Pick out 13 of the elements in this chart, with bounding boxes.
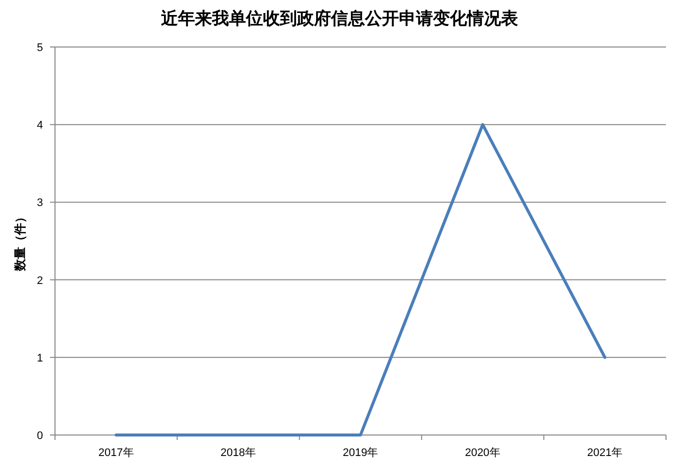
y-tick-label: 3 [36,197,43,210]
y-tick-label: 5 [36,42,43,54]
y-axis-title: 数量（件） [13,211,27,272]
y-tick-label: 0 [36,430,43,442]
x-tick-label: 2020年 [464,447,500,459]
x-tick-label: 2019年 [342,447,378,459]
y-tick-label: 4 [36,120,43,132]
x-tick-label: 2018年 [220,447,256,459]
y-tick-label: 1 [36,352,43,364]
x-tick-label: 2017年 [98,447,134,459]
x-tick-label: 2021年 [587,447,623,459]
y-tick-label: 2 [36,274,43,287]
chart-title: 近年来我单位收到政府信息公开申请变化情况表 [160,9,519,28]
